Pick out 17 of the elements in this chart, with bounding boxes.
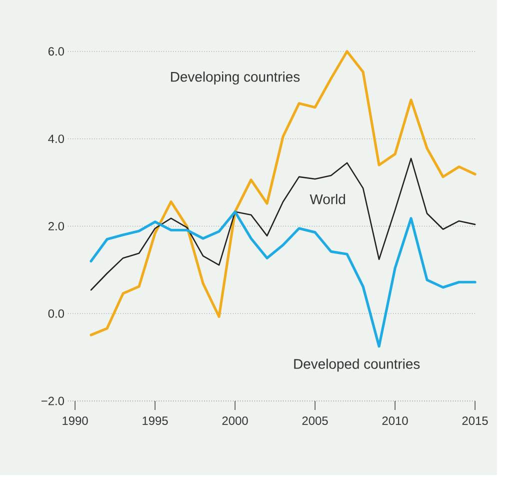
x-tick-label: 2005	[302, 416, 328, 425]
x-tick-label: 1990	[62, 416, 88, 425]
y-tick-label: 4.0	[48, 134, 64, 144]
y-tick-label: 0.0	[48, 309, 64, 318]
x-tick-label: 2010	[382, 416, 408, 425]
x-tick-label: 2000	[222, 416, 248, 425]
x-tick-label: 1995	[142, 416, 168, 425]
text: Developed countries	[294, 358, 420, 372]
y-tick-label: 2.0	[48, 222, 64, 230]
series-label: Developing countries	[171, 72, 300, 85]
line-series	[90, 158, 476, 291]
y-tick-label: −2.0	[41, 396, 64, 406]
y-tick-label: 6.0	[48, 47, 64, 56]
line-series	[90, 50, 476, 336]
line-series	[90, 210, 476, 348]
series-label: World	[310, 194, 346, 204]
x-tick-label: 2015	[462, 416, 488, 425]
